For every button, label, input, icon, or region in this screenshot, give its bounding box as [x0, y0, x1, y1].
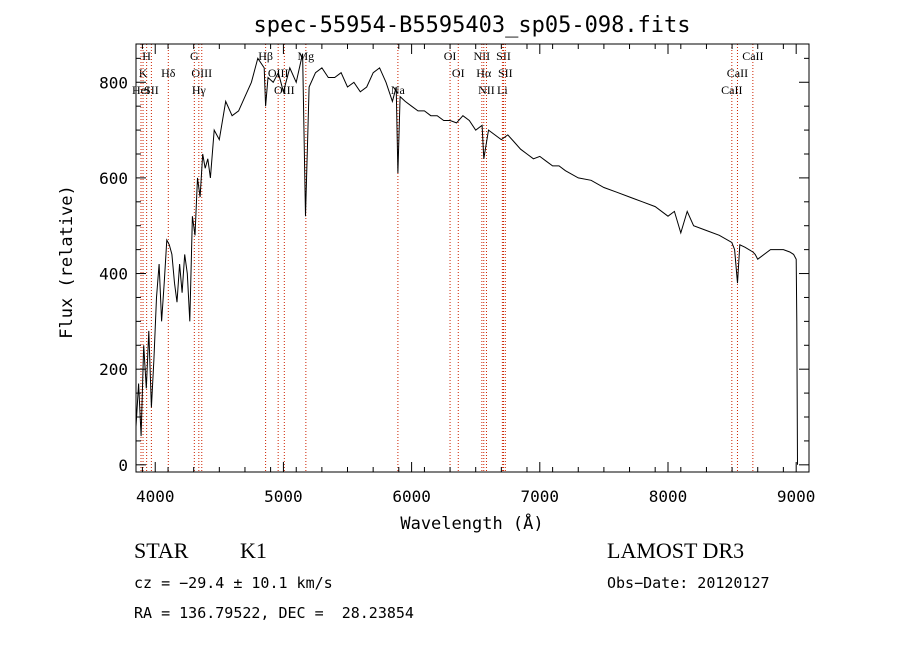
- line-marker-label: OIII: [191, 66, 212, 80]
- line-marker-label: Hα: [476, 66, 492, 80]
- line-marker-label: SII: [496, 49, 511, 63]
- x-axis-label: Wavelength (Å): [400, 512, 543, 534]
- flux-series-line: [135, 53, 798, 465]
- line-marker-label: CaII: [727, 66, 748, 80]
- line-marker-label: Hβ: [258, 49, 273, 63]
- line-marker-label: CaII: [742, 49, 763, 63]
- x-tick-label: 7000: [521, 487, 560, 506]
- coordinates: RA = 136.79522, DEC = 28.23854: [134, 604, 414, 622]
- redshift-cz: cz = −29.4 ± 10.1 km/s: [134, 574, 333, 592]
- y-axis-label: Flux (relative): [57, 185, 77, 339]
- x-tick-label: 4000: [136, 487, 175, 506]
- x-tick-label: 5000: [264, 487, 303, 506]
- line-marker-label: NII: [478, 83, 495, 97]
- x-tick-label: 9000: [777, 487, 816, 506]
- line-marker-label: SII: [498, 66, 513, 80]
- line-marker-label: Hγ: [192, 83, 207, 97]
- y-tick-label: 0: [118, 456, 128, 475]
- y-tick-label: 600: [99, 169, 128, 188]
- y-tick-label: 800: [99, 73, 128, 92]
- observation-date: Obs−Date: 20120127: [607, 574, 770, 592]
- line-marker-label: OI: [452, 66, 465, 80]
- line-markers: HKHeISIIHδGOIIIHγHβOIIIOIIIMgNaOIOINIIHα…: [132, 44, 764, 472]
- x-tick-label: 6000: [392, 487, 431, 506]
- plot-frame: [135, 43, 810, 473]
- line-marker-label: NII: [474, 49, 491, 63]
- line-marker-label: H: [142, 49, 151, 63]
- y-tick-label: 200: [99, 360, 128, 379]
- line-marker-label: Li: [497, 83, 508, 97]
- survey-name: LAMOST DR3: [607, 538, 745, 563]
- object-class: STAR: [134, 538, 189, 563]
- line-marker-label: OI: [444, 49, 457, 63]
- line-marker-label: Na: [391, 83, 406, 97]
- line-marker-label: K: [139, 66, 148, 80]
- line-marker-label: G: [190, 49, 199, 63]
- chart-title: spec-55954-B5595403_sp05-098.fits: [253, 13, 690, 38]
- axis-ticks: 4000 5000 6000 7000 8000 9000 0 200 400 600 800: [99, 44, 815, 506]
- line-marker-label: CaII: [721, 83, 742, 97]
- x-tick-label: 8000: [649, 487, 688, 506]
- object-subclass: K1: [240, 538, 267, 563]
- line-marker-label: Mg: [298, 49, 315, 63]
- line-marker-label: Hδ: [161, 66, 176, 80]
- line-marker-label: SII: [144, 83, 159, 97]
- y-tick-label: 400: [99, 265, 128, 284]
